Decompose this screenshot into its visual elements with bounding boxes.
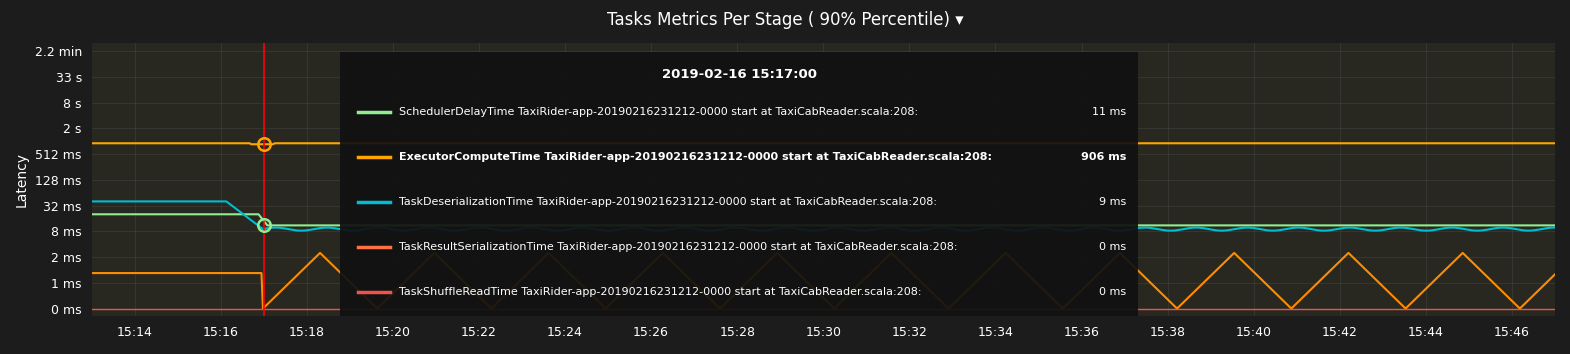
Text: 11 ms: 11 ms [1093, 107, 1126, 116]
Text: 2019-02-16 15:17:00: 2019-02-16 15:17:00 [661, 68, 816, 81]
Y-axis label: Latency: Latency [16, 152, 28, 207]
Text: 0 ms: 0 ms [1099, 242, 1126, 252]
Text: ExecutorComputeTime TaxiRider-app-20190216231212-0000 start at TaxiCabReader.sca: ExecutorComputeTime TaxiRider-app-201902… [399, 152, 992, 161]
Text: 9 ms: 9 ms [1099, 196, 1126, 207]
Text: Tasks Metrics Per Stage ( 90% Percentile) ▾: Tasks Metrics Per Stage ( 90% Percentile… [606, 11, 964, 29]
Text: TaskResultSerializationTime TaxiRider-app-20190216231212-0000 start at TaxiCabRe: TaskResultSerializationTime TaxiRider-ap… [399, 242, 958, 252]
Text: TaskShuffleReadTime TaxiRider-app-20190216231212-0000 start at TaxiCabReader.sca: TaskShuffleReadTime TaxiRider-app-201902… [399, 287, 922, 297]
Text: SchedulerDelayTime TaxiRider-app-20190216231212-0000 start at TaxiCabReader.scal: SchedulerDelayTime TaxiRider-app-2019021… [399, 107, 918, 116]
Text: TaskDeserializationTime TaxiRider-app-20190216231212-0000 start at TaxiCabReader: TaskDeserializationTime TaxiRider-app-20… [399, 196, 937, 207]
Text: 0 ms: 0 ms [1099, 287, 1126, 297]
Text: 906 ms: 906 ms [1080, 152, 1126, 161]
FancyBboxPatch shape [341, 52, 1138, 316]
